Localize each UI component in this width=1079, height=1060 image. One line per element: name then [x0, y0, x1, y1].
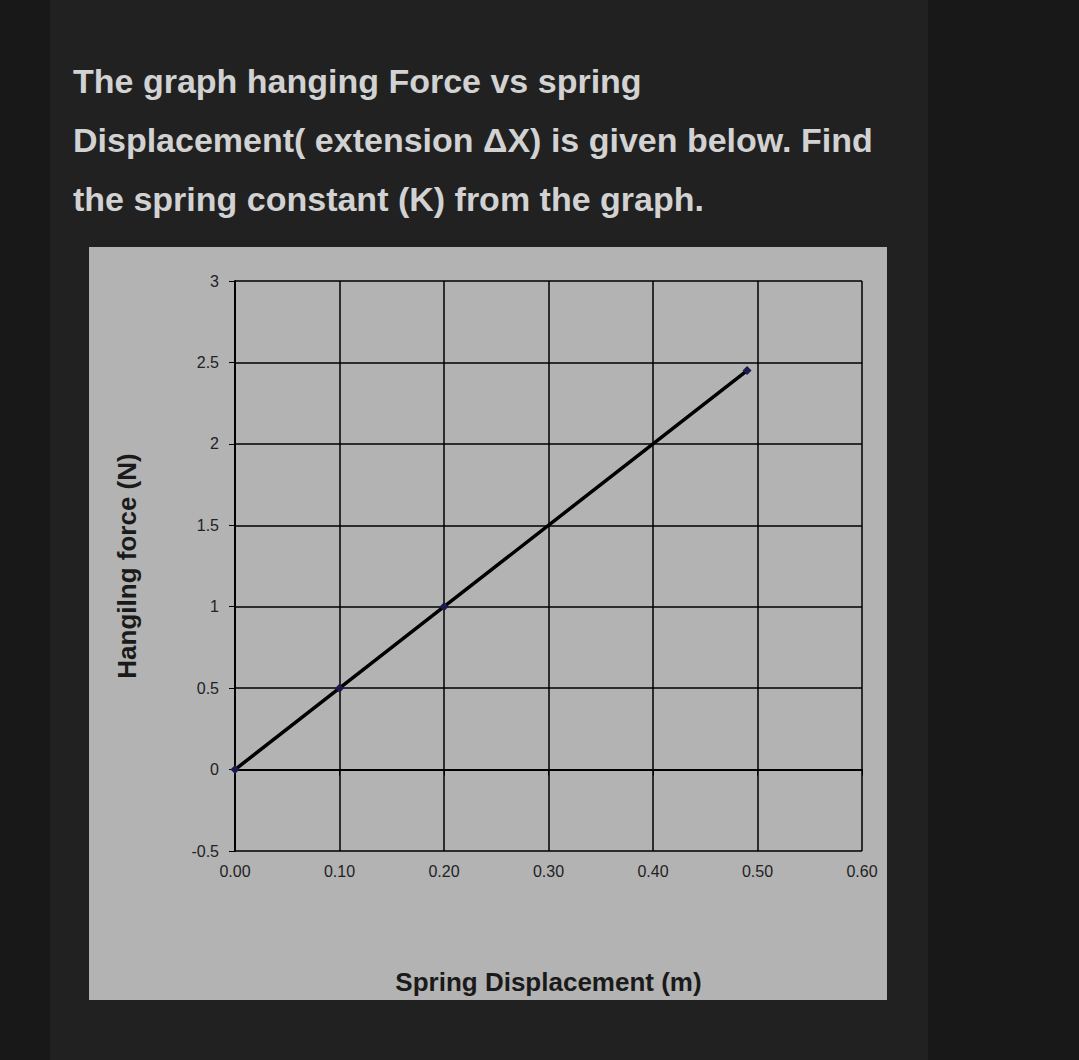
svg-text:1: 1 — [210, 598, 219, 615]
svg-text:0.20: 0.20 — [428, 863, 459, 880]
svg-text:2.5: 2.5 — [197, 354, 219, 371]
svg-text:-0.5: -0.5 — [191, 843, 219, 860]
svg-text:Hangilng force (N): Hangilng force (N) — [112, 453, 142, 678]
svg-text:0.50: 0.50 — [742, 863, 773, 880]
svg-text:2: 2 — [210, 435, 219, 452]
html-text:The graph hanging Force vs spr: The graph hanging Force vs spring Displa… — [73, 62, 873, 218]
svg-text:0.5: 0.5 — [197, 680, 219, 697]
svg-text:0.30: 0.30 — [533, 863, 564, 880]
svg-text:0: 0 — [210, 761, 219, 778]
svg-text:3: 3 — [210, 273, 219, 290]
svg-text:0.00: 0.00 — [219, 863, 250, 880]
svg-text:1.5: 1.5 — [197, 517, 219, 534]
svg-text:0.40: 0.40 — [637, 863, 668, 880]
svg-text:0.60: 0.60 — [846, 863, 877, 880]
svg-text:Spring Displacement (m): Spring Displacement (m) — [395, 967, 701, 997]
svg-text:0.10: 0.10 — [324, 863, 355, 880]
